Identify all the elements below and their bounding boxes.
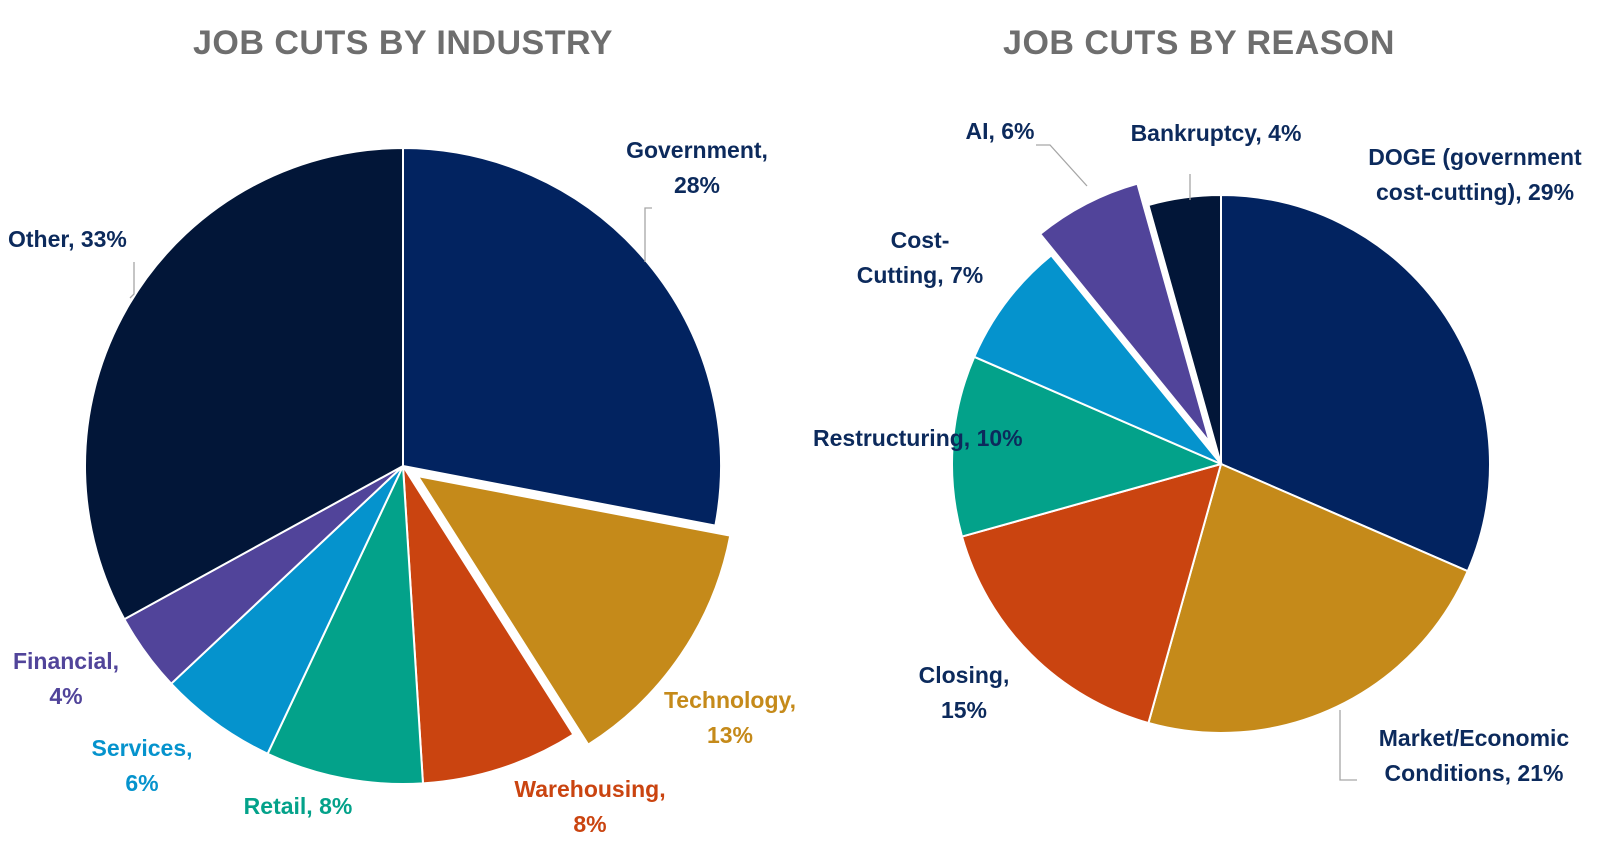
industry-chart-title: JOB CUTS BY INDUSTRY bbox=[193, 24, 613, 62]
data-label-line: Retail, 8% bbox=[244, 793, 353, 819]
data-label-line: Restructuring, 10% bbox=[813, 425, 1023, 451]
data-label-line: Market/Economic bbox=[1379, 725, 1570, 751]
data-label-line: Cost- bbox=[891, 227, 950, 253]
data-label-closing: Closing, 15% bbox=[919, 662, 1010, 723]
data-label-doge-government-cost-cutting: DOGE (government cost-cutting), 29% bbox=[1368, 144, 1582, 205]
leader-line-government bbox=[644, 207, 652, 262]
pie-slice-retail bbox=[266, 465, 425, 785]
data-label-cost-cutting: Cost- Cutting, 7% bbox=[857, 227, 984, 288]
data-label-government: Government, 28% bbox=[626, 137, 768, 198]
data-label-line: cost-cutting), 29% bbox=[1376, 179, 1574, 205]
pie-slice-doge-government-cost-cutting bbox=[1220, 193, 1491, 573]
reason-pie-chart: JOB CUTS BY REASON DOGE (government cost-… bbox=[813, 24, 1582, 786]
pie-slice-cost-cutting bbox=[972, 253, 1222, 465]
pie-slice-services bbox=[169, 465, 404, 756]
data-label-restructuring: Restructuring, 10% bbox=[813, 425, 1023, 451]
data-label-line: AI, 6% bbox=[965, 118, 1034, 144]
pie-slice-market-economic-conditions bbox=[1147, 462, 1470, 734]
data-label-line: Closing, bbox=[919, 662, 1010, 688]
data-label-line: 4% bbox=[49, 683, 82, 709]
data-label-technology: Technology, 13% bbox=[664, 687, 796, 748]
pie-slice-closing bbox=[960, 462, 1223, 725]
data-label-line: Warehousing, bbox=[514, 776, 665, 802]
data-label-line: Bankruptcy, 4% bbox=[1131, 120, 1302, 146]
data-label-line: Other, 33% bbox=[8, 226, 127, 252]
data-label-line: Government, bbox=[626, 137, 768, 163]
data-label-services: Services, 6% bbox=[91, 735, 192, 796]
data-label-bankruptcy: Bankruptcy, 4% bbox=[1131, 120, 1302, 146]
data-label-line: 8% bbox=[573, 811, 606, 837]
leader-line-market-economic-conditions bbox=[1339, 710, 1357, 781]
leader-line-other bbox=[129, 262, 135, 299]
pie-slice-restructuring bbox=[951, 355, 1224, 538]
data-label-line: 28% bbox=[674, 172, 720, 198]
data-label-line: 13% bbox=[707, 722, 753, 748]
pie-slice-technology bbox=[415, 474, 732, 746]
leader-line-ai bbox=[1036, 144, 1088, 187]
data-label-line: Technology, bbox=[664, 687, 796, 713]
data-label-line: Services, bbox=[91, 735, 192, 761]
data-label-line: Financial, bbox=[13, 648, 119, 674]
data-label-ai: AI, 6% bbox=[965, 118, 1034, 144]
pie-slice-bankruptcy bbox=[1147, 193, 1222, 465]
data-label-market-economic-conditions: Market/Economic Conditions, 21% bbox=[1379, 725, 1570, 786]
pie-slice-ai bbox=[1038, 182, 1211, 444]
data-label-line: 15% bbox=[941, 697, 987, 723]
data-label-line: Conditions, 21% bbox=[1385, 760, 1564, 786]
data-label-line: 6% bbox=[125, 770, 158, 796]
pie-slice-other bbox=[84, 146, 404, 621]
data-label-line: Cutting, 7% bbox=[857, 262, 984, 288]
pie-slice-warehousing bbox=[402, 465, 575, 785]
reason-chart-title: JOB CUTS BY REASON bbox=[1003, 24, 1395, 62]
data-label-line: DOGE (government bbox=[1368, 144, 1582, 170]
data-label-other: Other, 33% bbox=[8, 226, 127, 252]
pie-slice-government bbox=[402, 146, 722, 527]
data-label-financial: Financial, 4% bbox=[13, 648, 119, 709]
data-label-warehousing: Warehousing, 8% bbox=[514, 776, 665, 837]
data-label-retail: Retail, 8% bbox=[244, 793, 353, 819]
industry-pie-chart: JOB CUTS BY INDUSTRY Government, 28% Techn… bbox=[8, 24, 796, 837]
